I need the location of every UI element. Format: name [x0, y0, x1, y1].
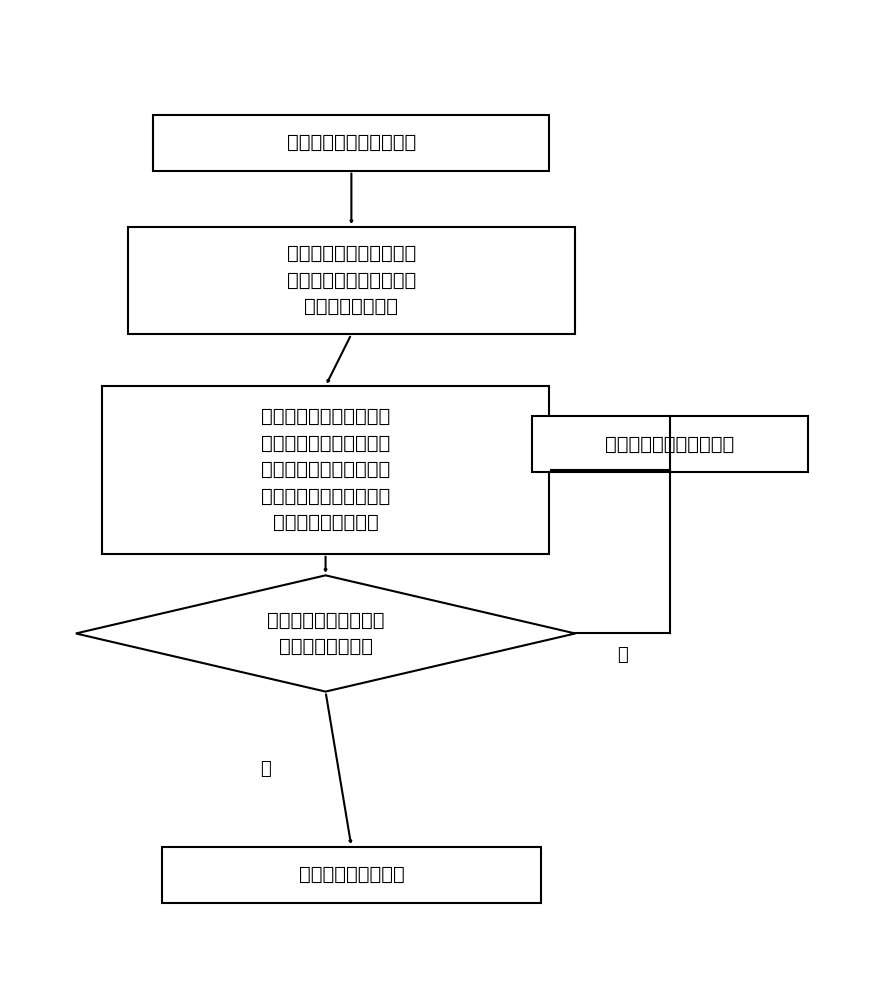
Bar: [153, 115, 550, 171]
Text: 否: 否: [260, 760, 270, 778]
Bar: [162, 847, 541, 903]
Bar: [102, 386, 550, 554]
Text: 设定托盘信息和码垛约束: 设定托盘信息和码垛约束: [287, 133, 416, 152]
Text: 判断所有的订单是否有
未码垛计算的订单: 判断所有的订单是否有 未码垛计算的订单: [267, 611, 384, 656]
Bar: [532, 416, 808, 472]
Text: 是: 是: [617, 646, 628, 664]
Polygon shape: [76, 575, 575, 692]
Text: 保存当前订单的码垛方案: 保存当前订单的码垛方案: [606, 435, 735, 454]
Bar: [128, 227, 575, 334]
Text: 设定各种产品的尺寸信息
和码垛数量，并对同种产
品归类为一个订单: 设定各种产品的尺寸信息 和码垛数量，并对同种产 品归类为一个订单: [287, 244, 416, 316]
Text: 从未码垛计算的订单中挑
选出一个订单进行码垛计
算，将订单中的产品有序
组合地放置在码垛方案中
各托盘的可码垛空间: 从未码垛计算的订单中挑 选出一个订单进行码垛计 算，将订单中的产品有序 组合地放…: [261, 407, 390, 532]
Text: 生成最后的码垛方案: 生成最后的码垛方案: [298, 865, 404, 884]
